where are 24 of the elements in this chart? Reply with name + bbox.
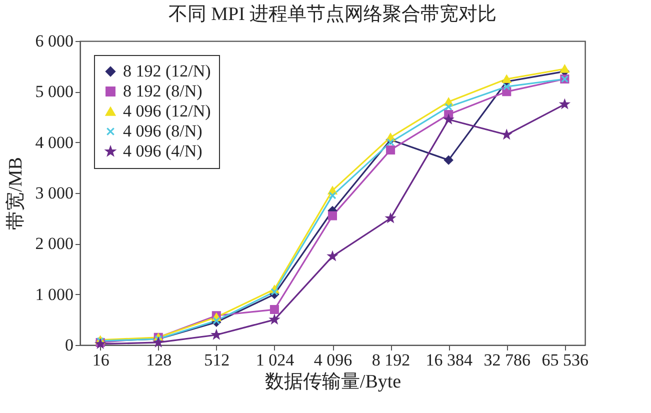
y-tick-label: 6 000 [35,32,74,50]
y-tick-label: 4 000 [35,132,74,152]
legend-label: 4 096 (12/N) [123,102,211,120]
y-tick-label: 1 000 [35,284,74,304]
x-tick-label: 512 [204,350,230,370]
x-tick-label: 16 384 [426,350,473,370]
legend-label: 8 192 (8/N) [123,82,202,100]
y-tick-label: 2 000 [35,234,74,254]
y-axis-title: 带宽/MB [4,157,26,230]
legend-label: 4 096 (4/N) [123,142,202,160]
x-tick-label: 65 536 [542,350,589,370]
legend-label: 4 096 (8/N) [123,122,202,140]
x-tick-label: 8 192 [372,350,410,370]
x-axis-title: 数据传输量/Byte [264,372,402,392]
x-tick-label: 4 096 [314,350,352,370]
x-tick-label: 128 [146,350,172,370]
x-tick-label: 16 [92,350,110,370]
x-tick-label: 1 024 [256,350,295,370]
chart-title: 不同 MPI 进程单节点网络聚合带宽对比 [168,3,497,25]
y-tick-label: 3 000 [35,184,74,202]
legend-label: 8 192 (12/N) [123,62,211,80]
y-tick-label: 0 [65,336,74,354]
x-tick-label: 32 786 [484,350,531,370]
y-tick-label: 5 000 [35,82,74,102]
